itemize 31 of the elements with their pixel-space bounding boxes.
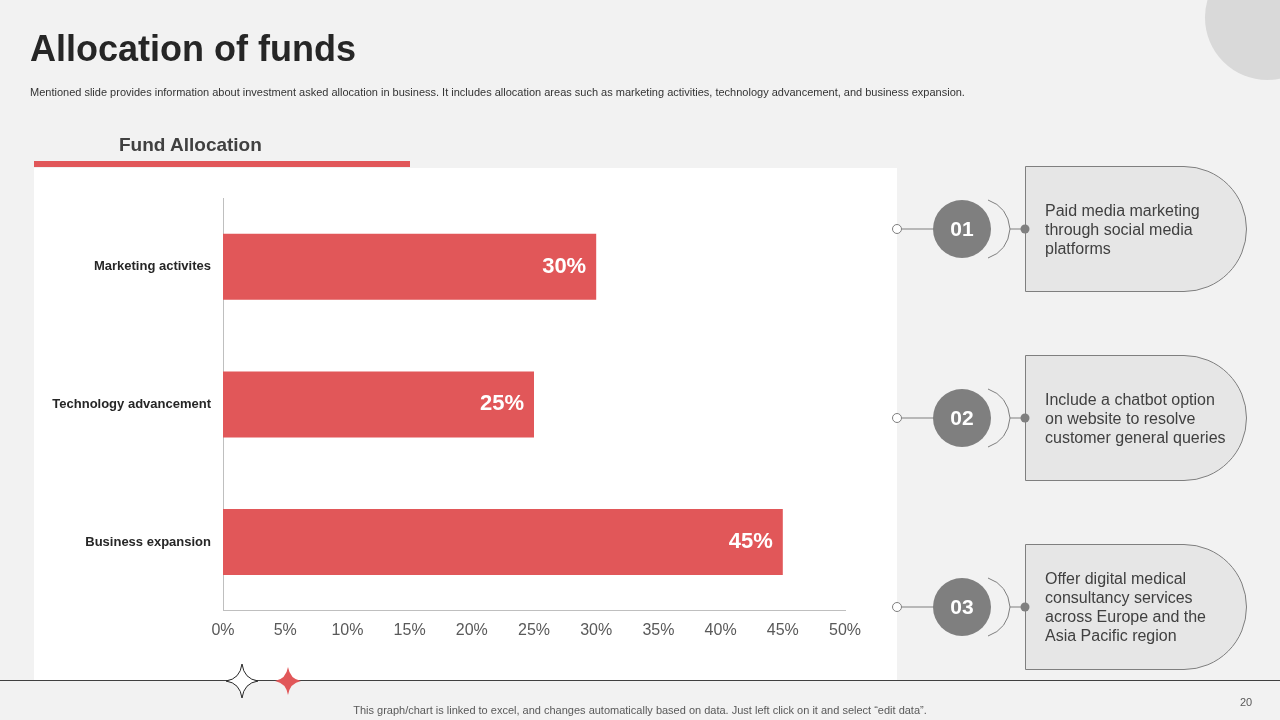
x-tick-label: 5% [273,620,297,638]
x-tick-label: 40% [704,620,737,638]
chart-title: Allocation of funds [30,28,356,70]
text: Paid media marketing through social media platforms [1025,166,1247,292]
text: 02 [933,389,991,447]
data-label: 30% [542,252,587,278]
x-tick-label: 15% [393,620,426,638]
text: Include a chatbot option on website to resolve customer general queries [1025,355,1247,481]
y-tick-label: Business expansion [85,533,212,549]
chart-subtitle: Mentioned slide provides information about investment asked allocation in business. It includes allocation areas such as marketing activities, technology advancement, and business expansion. [30,86,965,98]
data-label: 45% [728,528,773,554]
x-tick-label: 10% [331,620,364,638]
y-tick-label: Technology advancement [52,395,212,411]
x-tick-label: 30% [580,620,613,638]
x-tick-label: 50% [828,620,862,638]
data-label: 25% [479,390,524,416]
bar [223,233,597,300]
text: Offer digital medical consultancy services across Europe and the Asia Pacific region [1025,544,1247,670]
x-tick-label: 20% [455,620,488,638]
y-tick-label: Marketing activites [93,258,211,274]
x-tick-label: 45% [766,620,799,638]
bar [223,371,534,438]
text: This graph/chart is linked to excel, and changes automatically based on data. Just left click on it and select “edit data”. [353,704,927,716]
text: 03 [933,578,991,636]
x-tick-label: 0% [211,620,235,638]
x-tick-label: 25% [517,620,551,638]
text: Fund Allocation [119,134,262,156]
text: 01 [933,200,991,258]
x-tick-label: 35% [642,620,675,638]
text: 20 [1240,696,1253,708]
bar [223,508,783,576]
